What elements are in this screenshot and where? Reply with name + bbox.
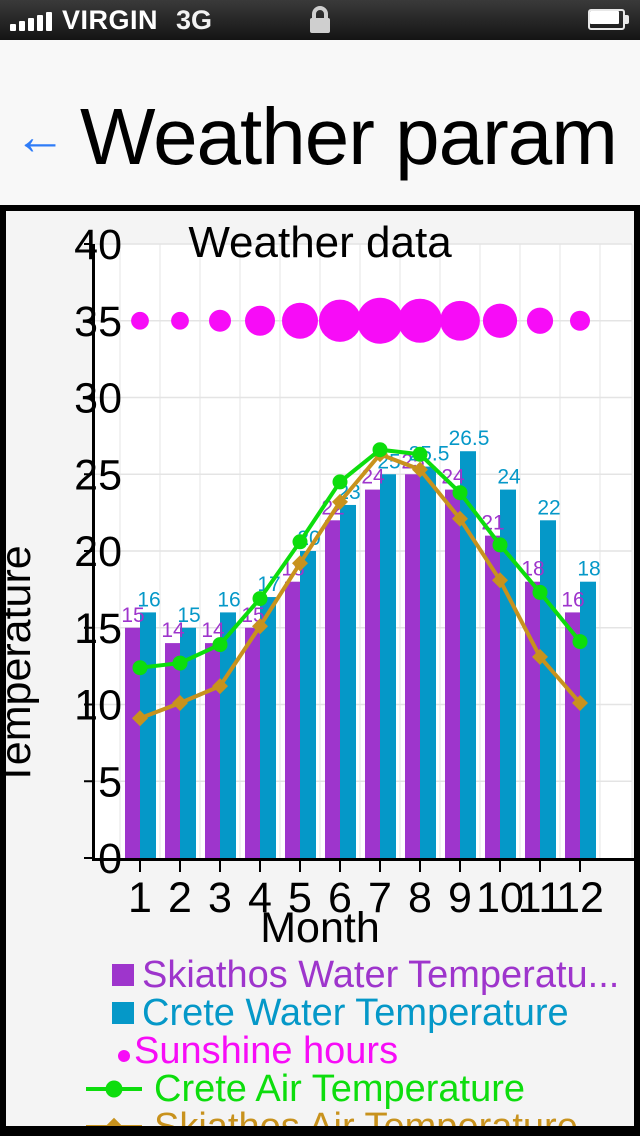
svg-text:9: 9 xyxy=(448,874,472,922)
legend-line-circle-swatch xyxy=(86,1080,142,1098)
x-axis-title: Month xyxy=(260,904,380,951)
svg-text:18: 18 xyxy=(577,558,600,581)
svg-text:6: 6 xyxy=(328,874,352,922)
svg-text:16: 16 xyxy=(217,588,240,611)
legend-label: Crete Water Temperature xyxy=(142,992,569,1034)
network-label: 3G xyxy=(176,4,213,35)
svg-text:10: 10 xyxy=(476,874,524,922)
svg-text:15: 15 xyxy=(74,605,122,653)
svg-text:15: 15 xyxy=(121,604,144,627)
legend-line-diamond-swatch xyxy=(86,1117,142,1126)
axes xyxy=(84,243,634,872)
legend-label: Skiathos Water Temperatu... xyxy=(142,954,620,996)
bars-skiathos-water xyxy=(125,474,580,858)
svg-text:8: 8 xyxy=(408,874,432,922)
weather-chart-card: 15 14 14 15 18 22 24 25 24 21 18 16 16 15 16 17 20 23 25 25… xyxy=(0,205,640,1136)
svg-text:4: 4 xyxy=(248,874,272,922)
svg-text:5: 5 xyxy=(98,758,122,806)
svg-text:14: 14 xyxy=(161,619,185,642)
svg-text:2: 2 xyxy=(168,874,192,922)
svg-text:5: 5 xyxy=(288,874,312,922)
line-skiathos-air xyxy=(132,446,588,727)
svg-text:1: 1 xyxy=(128,874,152,922)
battery-icon xyxy=(588,9,632,31)
svg-text:15: 15 xyxy=(177,604,200,627)
svg-text:25: 25 xyxy=(74,451,122,499)
svg-text:24: 24 xyxy=(497,466,521,489)
legend-item-1[interactable]: Skiathos Water Temperatu... xyxy=(6,956,634,994)
svg-text:20: 20 xyxy=(74,528,122,576)
legend-item-2[interactable]: Crete Water Temperature xyxy=(6,994,634,1032)
legend-square-swatch xyxy=(112,1002,134,1024)
svg-text:16: 16 xyxy=(561,588,584,611)
svg-text:0: 0 xyxy=(98,835,122,883)
svg-text:16: 16 xyxy=(137,588,160,611)
chart-title: Weather data xyxy=(188,218,452,267)
y-axis-labels: 0 5 10 15 20 25 30 35 40 xyxy=(74,221,122,883)
y-axis-title: Temperature xyxy=(6,545,40,786)
line-crete-air xyxy=(132,442,588,676)
status-bar: VIRGIN 3G xyxy=(0,0,640,40)
svg-text:35: 35 xyxy=(74,298,122,346)
lock-icon xyxy=(307,5,333,40)
legend-item-3[interactable]: Sunshine hours xyxy=(6,1032,634,1070)
svg-text:7: 7 xyxy=(368,874,392,922)
svg-text:26.5: 26.5 xyxy=(449,427,490,450)
svg-text:22: 22 xyxy=(537,496,560,519)
nav-header: ← Weather param xyxy=(0,40,640,205)
legend-label: Crete Air Temperature xyxy=(154,1068,526,1110)
svg-text:12: 12 xyxy=(556,874,604,922)
svg-text:10: 10 xyxy=(74,682,122,730)
svg-text:30: 30 xyxy=(74,375,122,423)
page-title: Weather param xyxy=(80,91,618,181)
legend-dot-swatch xyxy=(118,1050,130,1062)
bubbles-sunshine-hours xyxy=(131,297,590,344)
carrier-label: VIRGIN xyxy=(62,4,159,35)
legend-label: Skiathos Air Temperature xyxy=(154,1106,578,1136)
legend-label: Sunshine hours xyxy=(134,1030,399,1072)
svg-text:14: 14 xyxy=(201,619,225,642)
chart-legend: Skiathos Water Temperatu... Crete Water T… xyxy=(6,956,634,1136)
svg-text:11: 11 xyxy=(518,874,563,922)
weather-chart: 15 14 14 15 18 22 24 25 24 21 18 16 16 15 16 17 20 23 25 25… xyxy=(6,211,634,956)
svg-text:40: 40 xyxy=(74,221,122,269)
legend-square-swatch xyxy=(112,964,134,986)
back-button[interactable]: ← xyxy=(14,107,66,166)
svg-text:3: 3 xyxy=(208,874,232,922)
legend-item-4[interactable]: Crete Air Temperature xyxy=(6,1070,634,1108)
signal-bars-icon xyxy=(10,9,52,31)
legend-item-5[interactable]: Skiathos Air Temperature xyxy=(6,1106,634,1136)
